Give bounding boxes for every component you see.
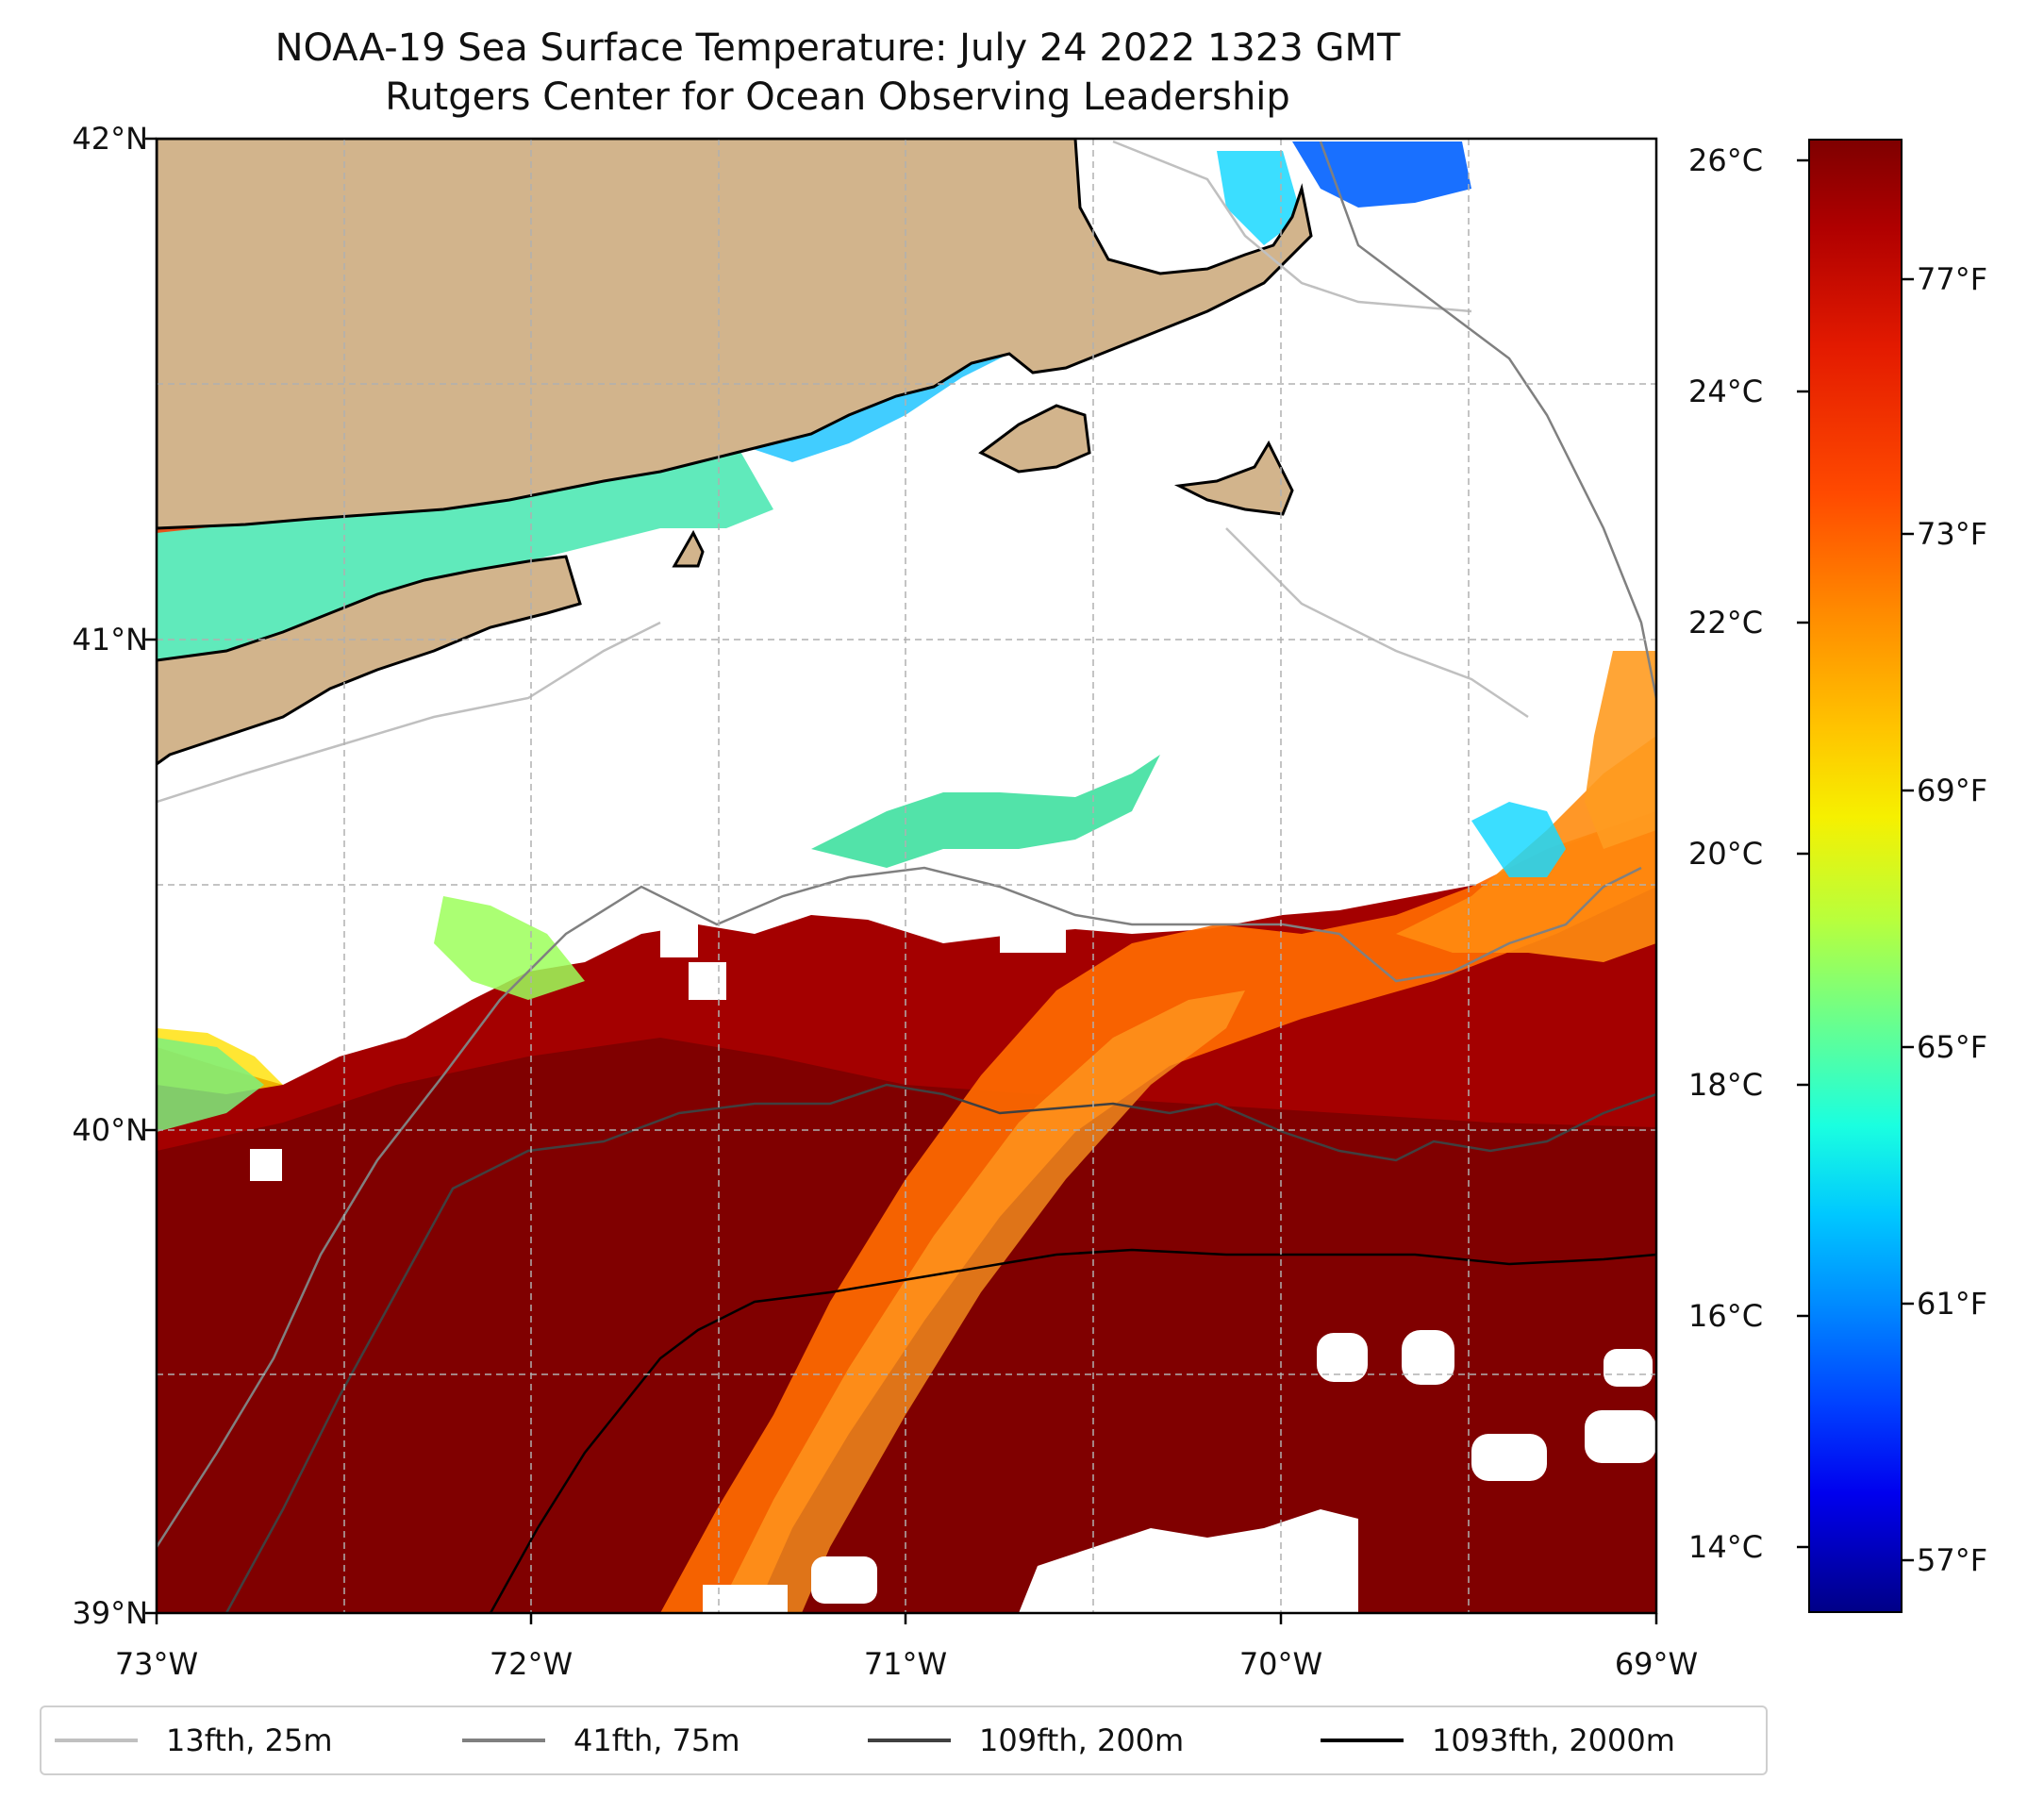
legend-label: 1093fth, 2000m [1432,1722,1675,1758]
colorbar-celsius-label: 24°C [1688,374,1764,409]
colorbar-celsius-label: 22°C [1688,605,1764,641]
colorbar-celsius-label: 20°C [1688,836,1764,872]
sst-cyan-east [1471,802,1566,877]
isobath-75m [157,141,1656,1548]
colorbar-celsius-label: 26°C [1688,142,1764,178]
legend-label: 13fth, 25m [166,1722,333,1758]
x-tick-label: 73°W [114,1646,199,1682]
legend-label: 41fth, 75m [573,1722,740,1758]
colorbar-fahrenheit-label: 73°F [1917,516,1988,552]
land-new-england [157,139,1313,530]
y-tick-label: 41°N [72,622,148,657]
sst-cool-fringe [811,755,1160,868]
x-tick-label: 71°W [863,1646,948,1682]
colorbar-fahrenheit-label: 65°F [1917,1029,1988,1065]
y-tick-label: 42°N [72,121,148,157]
land-nantucket [1173,440,1294,516]
map-title: NOAA-19 Sea Surface Temperature: July 24… [274,26,1401,70]
x-tick-label: 72°W [489,1646,573,1682]
colorbar-celsius-label: 18°C [1688,1067,1764,1103]
sst-east-strip [1585,651,1656,849]
land-marthas-vineyard [978,404,1091,474]
map-subtitle: Rutgers Center for Ocean Observing Leade… [385,75,1290,119]
y-tick-label: 39°N [72,1595,148,1631]
gridlines [157,139,1656,1613]
legend-label: 109fth, 200m [979,1722,1185,1758]
colorbar-celsius-label: 14°C [1688,1529,1764,1565]
legend-line-swatch [462,1739,545,1742]
isobath-legend: 13fth, 25m 41fth, 75m 109fth, 200m 1093f… [40,1705,1768,1775]
isobath-200m [224,1083,1656,1613]
sst-green-west [157,1038,264,1132]
legend-item-2000m: 1093fth, 2000m [1321,1707,1675,1773]
legend-item-200m: 109fth, 200m [868,1707,1184,1773]
land-long-island [157,555,582,766]
land-block-island [672,529,705,568]
isobath-25m [157,140,1529,804]
sst-northeast-blue [1292,141,1471,208]
y-tick-label: 40°N [72,1112,148,1148]
x-tick-label: 70°W [1238,1646,1323,1682]
colorbar-fahrenheit-label: 57°F [1917,1542,1988,1578]
legend-line-swatch [868,1739,951,1742]
colorbar-fahrenheit-label: 77°F [1917,261,1988,297]
colorbar-fahrenheit-label: 61°F [1917,1286,1988,1322]
legend-line-swatch [1321,1739,1404,1742]
sst-filament-core [717,990,1245,1613]
legend-item-75m: 41fth, 75m [462,1707,739,1773]
legend-line-swatch [55,1739,138,1742]
isobath-2000m [489,1248,1656,1613]
cloud-holes [250,906,1656,1613]
legend-item-25m: 13fth, 25m [55,1707,332,1773]
colorbar-celsius-label: 16°C [1688,1298,1764,1334]
colorbar-ticks [1797,158,1914,1562]
sst-green-fringe [434,896,585,1000]
axis-ticks [145,137,1658,1624]
x-tick-label: 69°W [1614,1646,1699,1682]
colorbar-fahrenheit-label: 69°F [1917,773,1988,808]
temperature-colorbar [1808,139,1903,1613]
